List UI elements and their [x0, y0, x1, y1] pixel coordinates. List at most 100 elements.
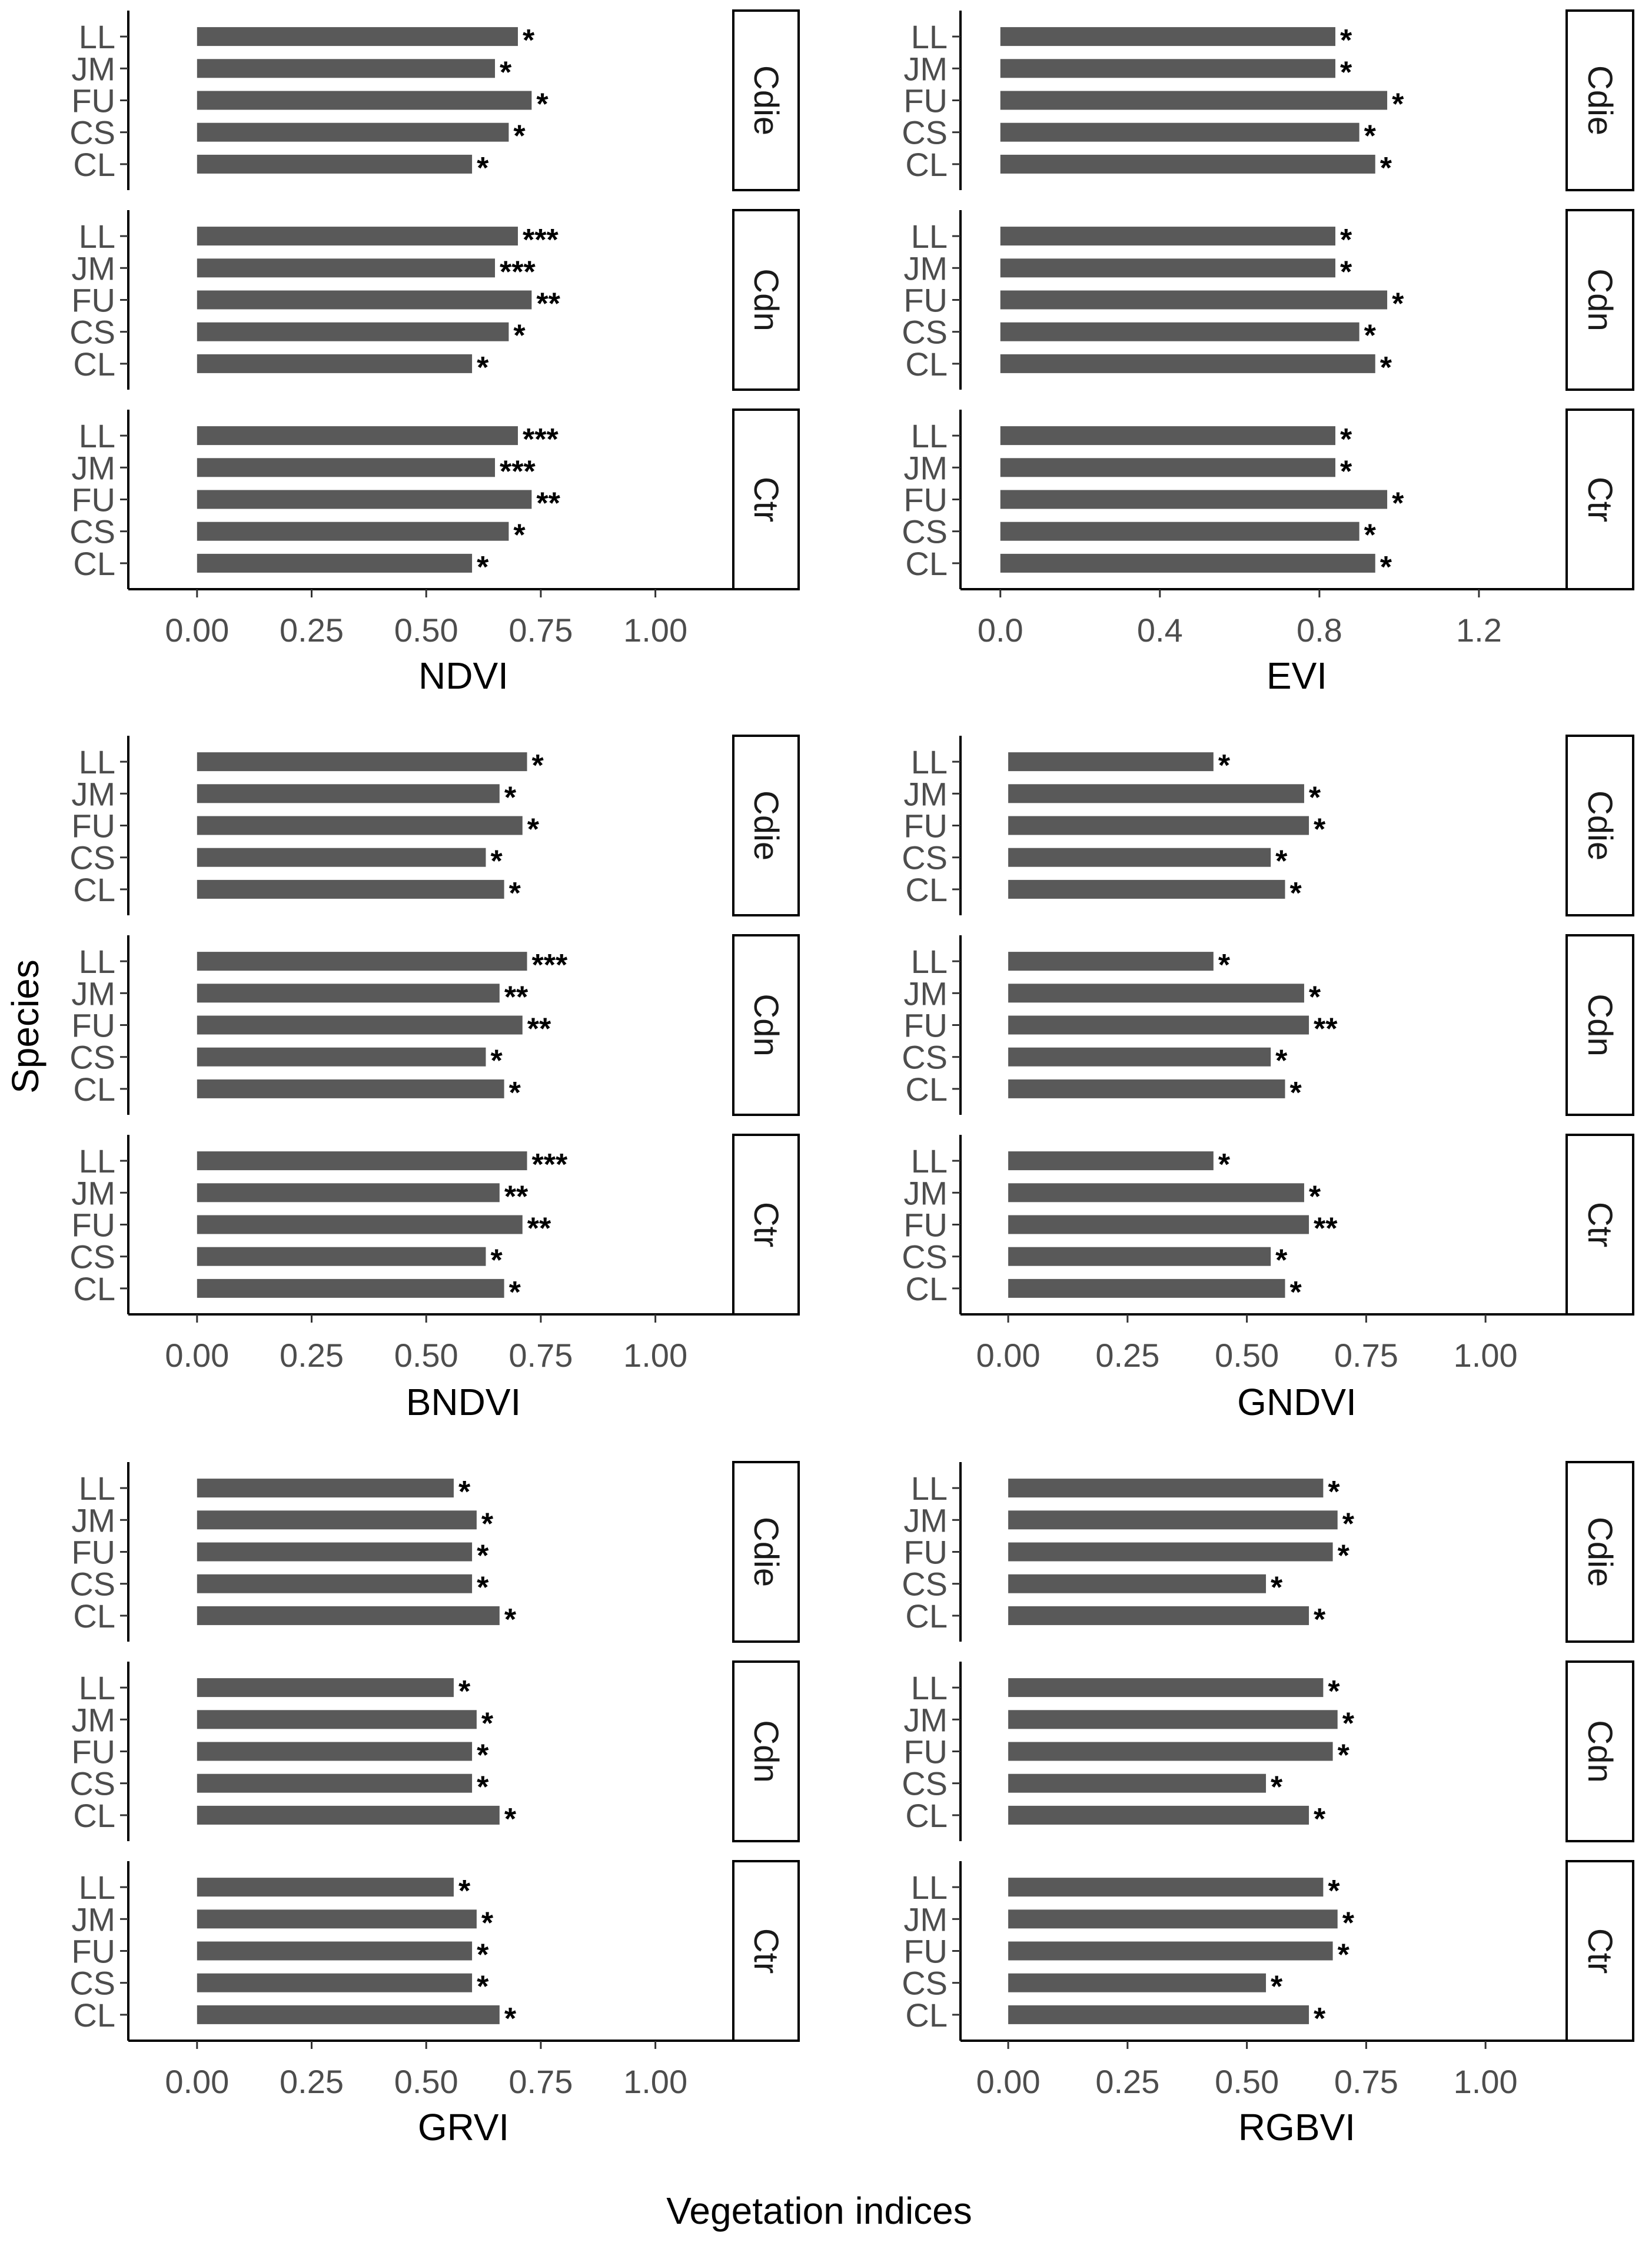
- facet-ctr: LL * JM * FU ** CS * CL * Ctr: [902, 1134, 1634, 1316]
- significance-label: *: [1218, 948, 1231, 982]
- bar: [1000, 290, 1388, 310]
- y-tick-label: CL: [73, 1797, 115, 1834]
- y-tick-label: JM: [903, 449, 948, 486]
- y-tick-label: LL: [79, 1142, 115, 1180]
- x-tick-label: 0.25: [1095, 2063, 1159, 2100]
- facet-strip-label: Cdie: [747, 1517, 785, 1587]
- bar: [197, 59, 496, 78]
- bar: [197, 154, 473, 174]
- facet-strip: [1565, 934, 1634, 1116]
- x-axis-title: EVI: [1267, 655, 1327, 697]
- significance-label: *: [504, 1603, 517, 1637]
- y-tick-label: CS: [69, 1039, 115, 1076]
- x-tick-label: 0.75: [508, 1337, 573, 1374]
- x-tick-label: 0.4: [1137, 612, 1183, 649]
- y-tick-label: LL: [911, 1869, 948, 1906]
- y-tick-label: CL: [905, 871, 948, 908]
- facet-strip: [1565, 1660, 1634, 1842]
- facet-strip-label: Cdn: [747, 1720, 785, 1782]
- facet-strip: [732, 1461, 800, 1643]
- bar: [1008, 879, 1285, 899]
- bar: [197, 2005, 500, 2024]
- significance-label: *: [477, 550, 489, 584]
- facet-strip-label: Ctr: [1581, 1202, 1619, 1247]
- x-tick-label: 1.00: [623, 612, 687, 649]
- x-axis-title: GNDVI: [1237, 1381, 1357, 1423]
- bar: [1008, 1742, 1333, 1761]
- bar: [197, 490, 532, 509]
- x-tick-label: 0.00: [165, 612, 229, 649]
- y-tick-label: CL: [905, 1597, 948, 1635]
- bar: [197, 1742, 473, 1761]
- y-tick-label: LL: [79, 18, 115, 55]
- bar: [1008, 1973, 1267, 1992]
- significance-label: *: [1275, 1244, 1288, 1278]
- significance-label: *: [458, 1675, 471, 1709]
- bar: [1008, 1542, 1333, 1562]
- significance-label: **: [527, 1212, 551, 1246]
- significance-label: *: [477, 1739, 489, 1773]
- y-tick-label: FU: [71, 1007, 115, 1044]
- x-tick-label: 0.75: [508, 2063, 573, 2100]
- bar: [197, 122, 509, 142]
- significance-label: *: [509, 1276, 521, 1310]
- significance-label: *: [1218, 749, 1231, 783]
- facet-strip-label: Ctr: [747, 1928, 785, 1974]
- y-tick-label: FU: [71, 1534, 115, 1571]
- bar: [197, 984, 500, 1003]
- x-tick-label: 0.25: [1095, 1337, 1159, 1374]
- facet-strip-label: Ctr: [747, 1202, 785, 1247]
- y-tick-label: JM: [71, 775, 115, 812]
- y-tick-label: JM: [71, 449, 115, 486]
- bar: [197, 322, 509, 341]
- significance-label: *: [1340, 255, 1352, 289]
- bar: [197, 1079, 504, 1098]
- facet-strip: [732, 1660, 800, 1842]
- significance-label: *: [532, 749, 544, 783]
- significance-label: *: [477, 1970, 489, 2004]
- y-tick-label: CS: [902, 1765, 948, 1802]
- significance-label: *: [536, 88, 549, 122]
- bar: [197, 1479, 454, 1498]
- significance-label: *: [1218, 1148, 1231, 1182]
- y-tick-label: FU: [903, 282, 948, 319]
- x-axis-title: NDVI: [418, 655, 508, 697]
- bar: [1008, 1878, 1324, 1897]
- facet-strip: [732, 1134, 800, 1316]
- bar: [197, 354, 473, 373]
- y-tick-label: CL: [73, 1270, 115, 1307]
- panel-evi: LL * JM * FU * CS * CL * Cdie LL * JM * FU * CS * CL * Cdn LL *…: [902, 9, 1634, 697]
- y-tick-label: JM: [71, 1174, 115, 1211]
- significance-label: *: [477, 1771, 489, 1805]
- y-tick-label: CL: [73, 871, 115, 908]
- bar: [197, 1183, 500, 1203]
- bar: [1008, 1710, 1338, 1729]
- significance-label: *: [490, 845, 503, 879]
- significance-label: *: [1289, 1276, 1302, 1310]
- y-tick-label: CS: [69, 839, 115, 876]
- x-tick-label: 0.0: [978, 612, 1023, 649]
- y-tick-label: CS: [69, 1765, 115, 1802]
- y-tick-label: FU: [903, 808, 948, 845]
- y-tick-label: FU: [71, 82, 115, 119]
- x-axis-title: GRVI: [418, 2106, 509, 2148]
- bar: [197, 553, 473, 573]
- y-tick-label: FU: [903, 481, 948, 519]
- facet-strip-label: Cdie: [1581, 65, 1619, 135]
- significance-label: *: [1309, 980, 1321, 1014]
- significance-label: *: [1314, 813, 1326, 847]
- bar: [197, 1215, 523, 1234]
- significance-label: *: [1380, 550, 1392, 584]
- bar: [1000, 91, 1388, 110]
- significance-label: *: [504, 780, 517, 815]
- bar: [1008, 1183, 1304, 1203]
- x-tick-label: 0.50: [394, 2063, 458, 2100]
- y-tick-label: CS: [69, 114, 115, 151]
- bar: [197, 1047, 486, 1067]
- bar: [197, 1909, 477, 1929]
- significance-label: **: [536, 487, 560, 521]
- significance-label: *: [1309, 780, 1321, 815]
- significance-label: *: [527, 813, 540, 847]
- y-tick-label: CL: [73, 346, 115, 383]
